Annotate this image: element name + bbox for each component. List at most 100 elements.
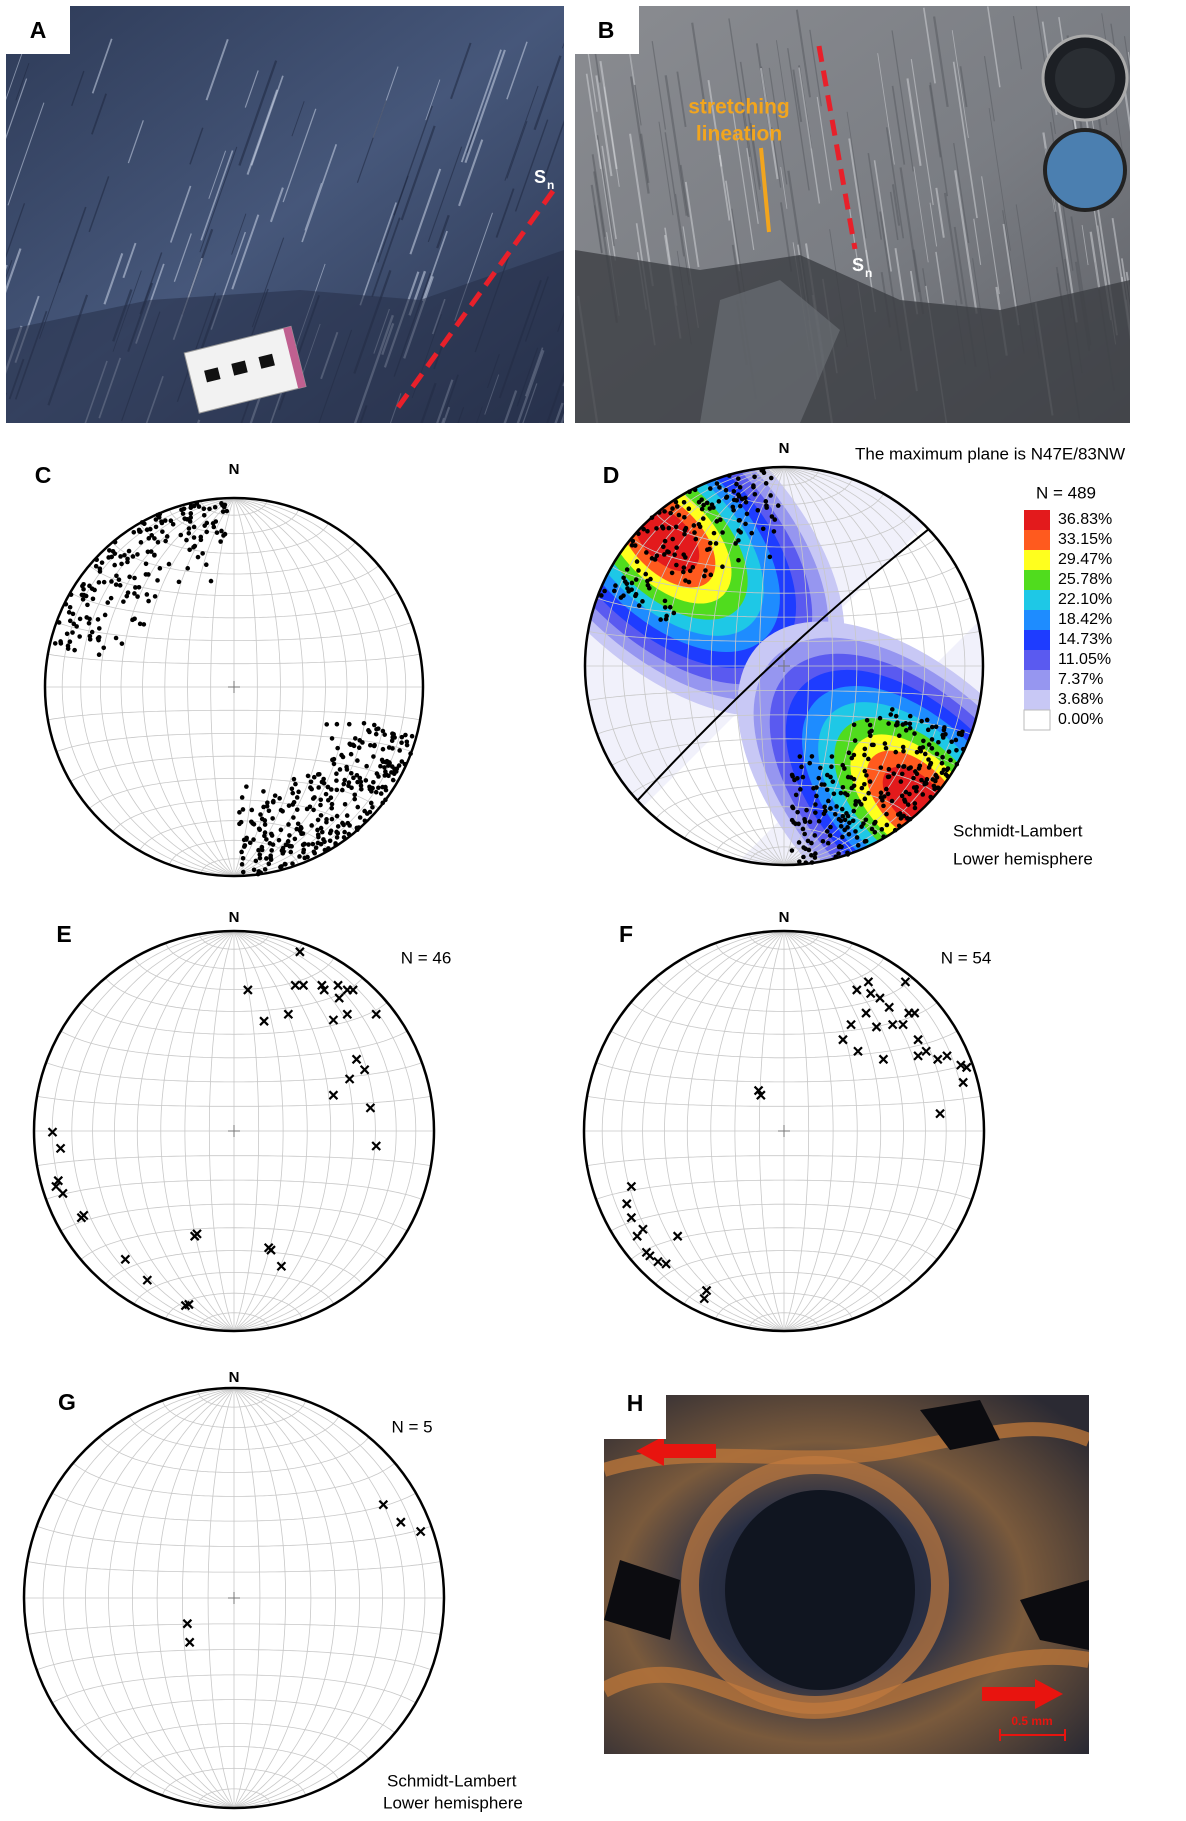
pole bbox=[200, 551, 205, 556]
legend-swatch bbox=[1024, 650, 1050, 670]
pole bbox=[293, 782, 298, 787]
pole bbox=[821, 839, 826, 844]
pole bbox=[202, 513, 207, 518]
pole bbox=[288, 850, 293, 855]
pole bbox=[211, 525, 216, 530]
pole bbox=[132, 616, 137, 621]
pole bbox=[913, 806, 918, 811]
pole bbox=[907, 792, 912, 797]
pole bbox=[341, 823, 346, 828]
pole bbox=[66, 644, 71, 649]
pole bbox=[375, 771, 380, 776]
pole bbox=[720, 564, 725, 569]
panel-label: F bbox=[619, 921, 633, 947]
streak bbox=[291, 423, 304, 460]
pole bbox=[705, 547, 710, 552]
pole bbox=[368, 743, 373, 748]
pole bbox=[913, 801, 918, 806]
pole bbox=[814, 785, 819, 790]
pole bbox=[670, 571, 675, 576]
pole bbox=[199, 538, 204, 543]
pole-cross bbox=[876, 994, 884, 1002]
pole bbox=[241, 870, 246, 875]
pole bbox=[942, 725, 947, 730]
pole bbox=[163, 518, 168, 523]
pole bbox=[687, 506, 692, 511]
pole bbox=[263, 822, 268, 827]
pole bbox=[364, 764, 369, 769]
pole bbox=[269, 832, 274, 837]
pole bbox=[886, 792, 891, 797]
pole bbox=[798, 787, 803, 792]
pole bbox=[336, 824, 341, 829]
pole bbox=[670, 537, 675, 542]
pole bbox=[724, 488, 729, 493]
pole bbox=[334, 771, 339, 776]
pole bbox=[926, 757, 931, 762]
pole bbox=[205, 521, 210, 526]
pole bbox=[345, 767, 350, 772]
pole bbox=[672, 611, 677, 616]
pole-cross bbox=[936, 1110, 944, 1118]
pole bbox=[277, 838, 282, 843]
legend-swatch bbox=[1024, 710, 1050, 730]
pole bbox=[379, 791, 384, 796]
pole bbox=[816, 776, 821, 781]
pole bbox=[866, 757, 871, 762]
pole bbox=[743, 522, 748, 527]
pole bbox=[357, 738, 362, 743]
pole bbox=[770, 514, 775, 519]
pole bbox=[133, 585, 138, 590]
pole bbox=[806, 839, 811, 844]
pole bbox=[167, 562, 172, 567]
pole-cross bbox=[627, 1182, 635, 1190]
pole bbox=[926, 728, 931, 733]
pole bbox=[853, 738, 858, 743]
pole bbox=[322, 839, 327, 844]
pole bbox=[912, 731, 917, 736]
pole bbox=[840, 807, 845, 812]
pole bbox=[192, 525, 197, 530]
pole bbox=[930, 725, 935, 730]
pole bbox=[839, 824, 844, 829]
pole bbox=[341, 782, 346, 787]
annotation: stretching bbox=[688, 96, 790, 119]
pole bbox=[343, 802, 348, 807]
pole bbox=[863, 797, 868, 802]
pole bbox=[365, 811, 370, 816]
pole-cross bbox=[853, 986, 861, 994]
pole-cross bbox=[864, 978, 872, 986]
projection: Lower hemisphere bbox=[383, 1793, 523, 1812]
pole-cross bbox=[366, 1104, 374, 1112]
pole bbox=[154, 525, 159, 530]
pole bbox=[663, 539, 668, 544]
pole bbox=[248, 840, 253, 845]
pole bbox=[382, 773, 387, 778]
pole bbox=[681, 552, 686, 557]
pole bbox=[833, 812, 838, 817]
legend-swatch bbox=[1024, 510, 1050, 530]
pole bbox=[804, 808, 809, 813]
pole bbox=[868, 779, 873, 784]
pole bbox=[755, 508, 760, 513]
pole bbox=[862, 782, 867, 787]
pole bbox=[213, 505, 218, 510]
pole bbox=[930, 737, 935, 742]
pole-cross bbox=[879, 1055, 887, 1063]
pole bbox=[188, 515, 193, 520]
pole bbox=[312, 850, 317, 855]
pole bbox=[630, 543, 635, 548]
pole bbox=[156, 540, 161, 545]
pole bbox=[879, 795, 884, 800]
pole bbox=[264, 837, 269, 842]
pole bbox=[305, 807, 310, 812]
pole bbox=[318, 797, 323, 802]
pole bbox=[404, 739, 409, 744]
pole bbox=[868, 723, 873, 728]
pole bbox=[261, 805, 266, 810]
pole bbox=[828, 806, 833, 811]
pole bbox=[152, 553, 157, 558]
pole-cross bbox=[379, 1501, 387, 1509]
pole bbox=[853, 802, 858, 807]
pole bbox=[900, 772, 905, 777]
